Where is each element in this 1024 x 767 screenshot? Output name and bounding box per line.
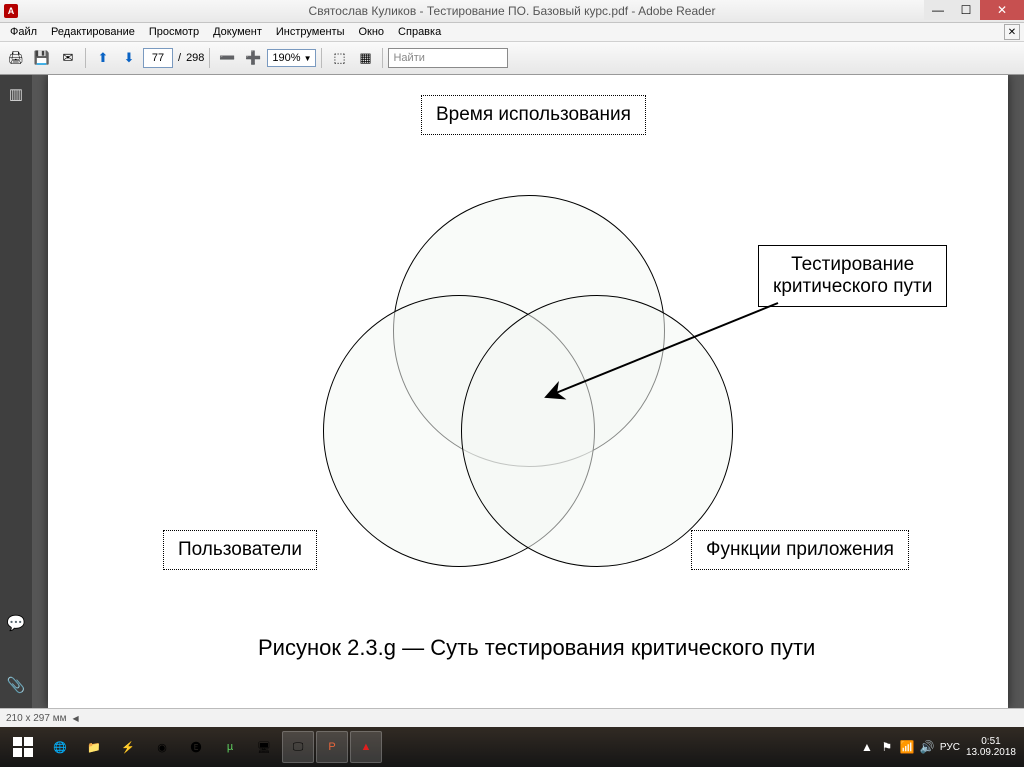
fit-width-icon[interactable]: ⬚ xyxy=(327,46,351,70)
statusbar: 210 x 297 мм ◀ xyxy=(0,708,1024,727)
tray-network-icon[interactable]: 📶 xyxy=(900,740,914,754)
pages-panel-icon[interactable]: ▥ xyxy=(7,85,25,103)
tray-flag-icon[interactable]: ⚑ xyxy=(880,740,894,754)
menu-view[interactable]: Просмотр xyxy=(143,26,205,38)
label-app-functions: Функции приложения xyxy=(691,530,909,570)
task-monitor-icon[interactable]: 🖵 xyxy=(282,731,314,763)
page-dimensions: 210 x 297 мм xyxy=(6,713,66,724)
venn-circle-right xyxy=(461,295,733,567)
comment-panel-icon[interactable]: 💬 xyxy=(7,614,25,632)
task-powerpoint-icon[interactable]: P xyxy=(316,731,348,763)
zoom-out-icon[interactable]: ➖ xyxy=(215,46,239,70)
zoom-in-icon[interactable]: ➕ xyxy=(241,46,265,70)
start-button[interactable] xyxy=(4,731,42,763)
page-total: 298 xyxy=(186,52,204,64)
attach-panel-icon[interactable]: 📎 xyxy=(7,676,25,694)
content-area: ▥ 💬 📎 Время использования Тестирование к… xyxy=(0,75,1024,708)
task-power-icon[interactable]: ⚡ xyxy=(112,731,144,763)
task-ie-icon[interactable]: 🌐 xyxy=(44,731,76,763)
statusbar-chevron-icon[interactable]: ◀ xyxy=(72,714,78,723)
mail-icon[interactable]: ✉ xyxy=(56,46,80,70)
zoom-level[interactable]: 190%▼ xyxy=(267,49,316,67)
tray-language[interactable]: РУС xyxy=(940,742,960,753)
page-viewport[interactable]: Время использования Тестирование критиче… xyxy=(32,75,1024,708)
figure-caption: Рисунок 2.3.g — Суть тестирования критич… xyxy=(258,635,815,661)
menubar: Файл Редактирование Просмотр Документ Ин… xyxy=(0,23,1024,42)
page-down-icon[interactable]: ⬇ xyxy=(117,46,141,70)
find-input[interactable]: Найти xyxy=(388,48,508,68)
menubar-close-icon[interactable]: ✕ xyxy=(1004,24,1020,40)
page-number-input[interactable] xyxy=(143,48,173,68)
pdf-page: Время использования Тестирование критиче… xyxy=(48,75,1008,708)
label-users: Пользователи xyxy=(163,530,317,570)
task-calc-icon[interactable]: 🖥 xyxy=(248,731,280,763)
print-icon[interactable]: 🖨 xyxy=(4,46,28,70)
tray-up-icon[interactable]: ▲ xyxy=(860,740,874,754)
menu-edit[interactable]: Редактирование xyxy=(45,26,141,38)
tray-volume-icon[interactable]: 🔊 xyxy=(920,740,934,754)
page-separator: / xyxy=(175,52,184,64)
toolbar-separator xyxy=(209,48,210,68)
toolbar-separator xyxy=(382,48,383,68)
menu-tools[interactable]: Инструменты xyxy=(270,26,351,38)
window-title: Святослав Куликов - Тестирование ПО. Баз… xyxy=(0,4,1024,18)
menu-file[interactable]: Файл xyxy=(4,26,43,38)
toolbar: 🖨 💾 ✉ ⬆ ⬇ / 298 ➖ ➕ 190%▼ ⬚ ▦ Найти xyxy=(0,42,1024,75)
save-icon[interactable]: 💾 xyxy=(30,46,54,70)
fit-page-icon[interactable]: ▦ xyxy=(353,46,377,70)
system-tray: ▲ ⚑ 📶 🔊 РУС 0:51 13.09.2018 xyxy=(860,736,1020,758)
maximize-button[interactable]: ☐ xyxy=(952,0,980,20)
task-torrent-icon[interactable]: µ xyxy=(214,731,246,763)
nav-sidebar: ▥ 💬 📎 xyxy=(0,75,32,708)
taskbar: 🌐 📁 ⚡ ◉ 🅔 µ 🖥 🖵 P ▲ ▲ ⚑ 📶 🔊 РУС 0:51 13.… xyxy=(0,727,1024,767)
menu-help[interactable]: Справка xyxy=(392,26,447,38)
toolbar-separator xyxy=(85,48,86,68)
close-button[interactable]: ✕ xyxy=(980,0,1024,20)
menu-document[interactable]: Документ xyxy=(207,26,268,38)
task-explorer-icon[interactable]: 📁 xyxy=(78,731,110,763)
tray-clock[interactable]: 0:51 13.09.2018 xyxy=(966,736,1016,758)
page-up-icon[interactable]: ⬆ xyxy=(91,46,115,70)
minimize-button[interactable]: — xyxy=(924,0,952,20)
task-adobe-reader-icon[interactable]: ▲ xyxy=(350,731,382,763)
window-controls: — ☐ ✕ xyxy=(924,0,1024,20)
venn-diagram xyxy=(48,75,1008,708)
menu-window[interactable]: Окно xyxy=(352,26,390,38)
task-chrome-icon[interactable]: ◉ xyxy=(146,731,178,763)
window-titlebar: A Святослав Куликов - Тестирование ПО. Б… xyxy=(0,0,1024,23)
task-edge-icon[interactable]: 🅔 xyxy=(180,731,212,763)
toolbar-separator xyxy=(321,48,322,68)
